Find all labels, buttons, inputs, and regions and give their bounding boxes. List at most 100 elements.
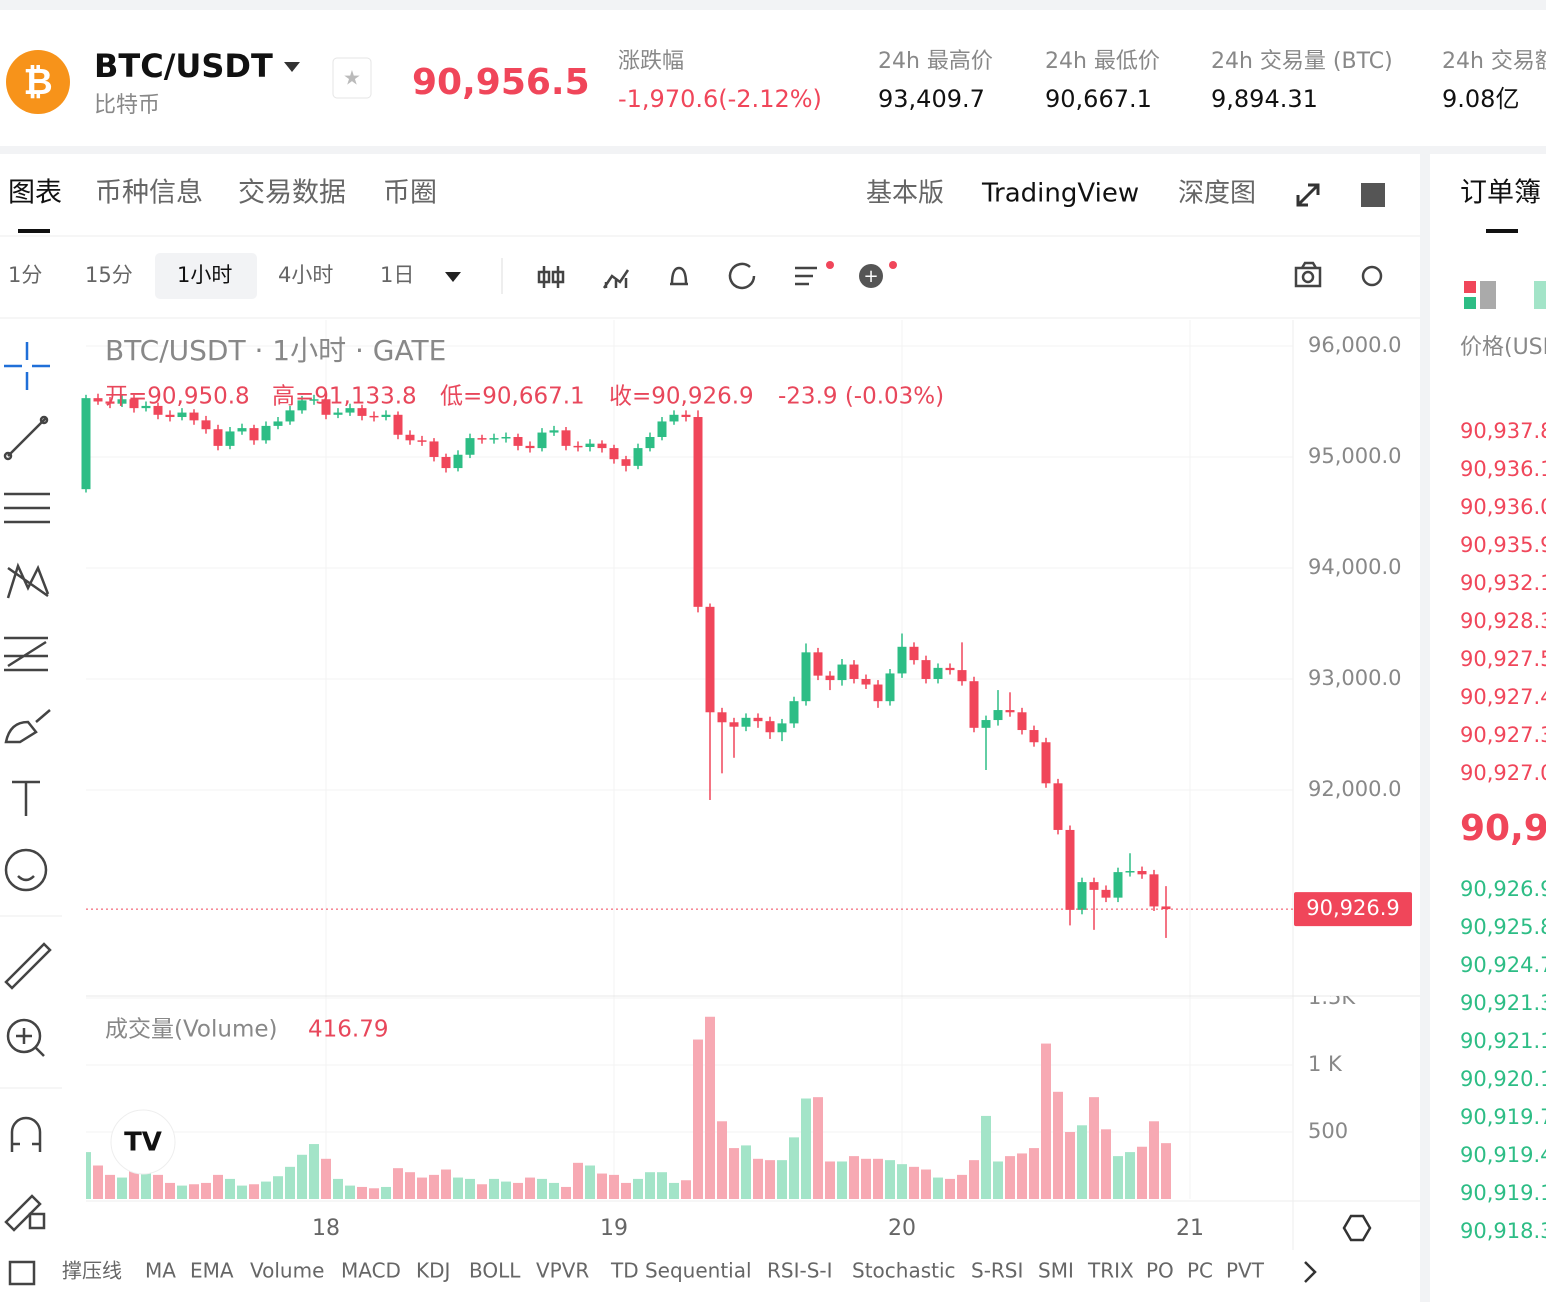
settings-icon[interactable] (1342, 1214, 1372, 1242)
candle-body (681, 414, 691, 418)
view[interactable]: TradingView (981, 179, 1139, 209)
ob-icon[interactable] (1480, 281, 1496, 309)
candle-body (1065, 829, 1075, 910)
interval[interactable]: 15分 (85, 263, 133, 287)
volume-bar (1137, 1146, 1147, 1199)
indicator[interactable]: SMI (1038, 1259, 1074, 1283)
volume-bar (1125, 1152, 1135, 1199)
volume-bar (537, 1178, 547, 1199)
chart: 92,000.0 93,000.0 94,000.0 95,000.0 96,000.0… (81, 320, 1420, 1250)
indicator[interactable]: KDJ (416, 1259, 450, 1283)
candle-body (1125, 871, 1135, 873)
ob-ask: 90,935.9 (1460, 533, 1546, 557)
tab[interactable]: 币种信息 (95, 178, 203, 209)
last-price: 90,956.5 (412, 62, 590, 103)
interval[interactable]: 1小时 (177, 263, 232, 287)
volume-bar (405, 1172, 415, 1199)
candle-body (477, 438, 487, 440)
indicator[interactable]: PO (1146, 1259, 1174, 1283)
candle-body (801, 652, 811, 702)
volume-bar (597, 1173, 607, 1199)
indicator[interactable]: MACD (341, 1259, 401, 1283)
layout-icon[interactable] (1361, 183, 1385, 207)
dropdown[interactable] (284, 62, 300, 72)
volume-bar (189, 1184, 199, 1199)
volume-bar (585, 1165, 595, 1199)
ob-bid: 90,919.4 (1460, 1143, 1546, 1167)
pair[interactable]: BTC/USDT (94, 47, 273, 85)
volume-bar (825, 1161, 835, 1199)
volume-bar (153, 1174, 163, 1199)
candle-body (1053, 783, 1063, 830)
ob-ask: 90,927.5 (1460, 647, 1546, 671)
indicator[interactable]: TRIX (1087, 1259, 1134, 1283)
view[interactable]: 基本版 (866, 179, 944, 209)
volume-bar (837, 1161, 847, 1199)
candle-body (249, 428, 259, 441)
y-tick-label: 93,000.0 (1308, 666, 1402, 690)
order-book: 订单簿 价格(USDT) 90,956.5 90,937.8 90,936.1 90… (1460, 178, 1546, 1243)
volume-bar (969, 1160, 979, 1199)
ob-title[interactable]: 订单簿 (1460, 178, 1541, 209)
volume-bar (873, 1158, 883, 1199)
indicator[interactable]: PC (1187, 1259, 1213, 1283)
x-tick-label: 21 (1176, 1216, 1204, 1241)
candle-body (129, 399, 139, 409)
view[interactable]: 深度图 (1178, 179, 1256, 209)
ob-icon[interactable] (1534, 281, 1546, 309)
indicator[interactable]: MA (145, 1259, 176, 1283)
candle-body (333, 412, 343, 415)
ob-icon[interactable] (1464, 297, 1476, 309)
indicator[interactable]: RSI-S-I (767, 1259, 833, 1283)
volume-bar (489, 1178, 499, 1199)
tab[interactable]: 图表 (8, 178, 62, 209)
volume-bar (345, 1185, 355, 1199)
indicator[interactable]: Volume (250, 1259, 324, 1283)
candle-body (585, 443, 595, 447)
ob-icon[interactable] (1464, 281, 1476, 293)
stat-value: 9.08亿 (1442, 85, 1519, 113)
candle-body (825, 675, 835, 681)
candle-body (261, 425, 271, 441)
x-tick-label: 18 (312, 1216, 340, 1241)
volume-bar (573, 1162, 583, 1199)
interval-active (155, 253, 257, 299)
candle-body (429, 441, 439, 457)
tab[interactable]: 币圈 (383, 178, 437, 209)
candle-body (105, 401, 115, 404)
indicator[interactable]: BOLL (469, 1259, 521, 1283)
volume-bar (741, 1145, 751, 1199)
candle-body (717, 712, 727, 723)
indicator[interactable]: VPVR (536, 1259, 589, 1283)
indicator[interactable]: 撑压线 (62, 1259, 122, 1283)
stat-label: 24h 最低价 (1045, 49, 1160, 74)
volume-bar (237, 1185, 247, 1199)
indicator[interactable]: PVT (1226, 1259, 1265, 1283)
ob-bid: 90,921.3 (1460, 991, 1546, 1015)
favorite[interactable] (332, 57, 372, 99)
next[interactable] (1304, 1261, 1317, 1283)
ob-ask: 90,927.0 (1460, 761, 1546, 785)
indicator[interactable]: EMA (190, 1259, 234, 1283)
interval[interactable]: 1日 (380, 263, 414, 287)
candle-body (849, 664, 859, 679)
toolbar-icons (537, 261, 1383, 290)
candle-body (453, 454, 463, 469)
candle-body (465, 438, 475, 455)
btc-icon (6, 50, 70, 114)
interval-dropdown[interactable] (445, 272, 461, 282)
volume-bar (213, 1174, 223, 1199)
volume-bar (501, 1181, 511, 1199)
interval[interactable]: 1分 (8, 263, 42, 287)
candle-body (201, 420, 211, 430)
volume-title: 成交量(Volume) (105, 1017, 278, 1043)
tab[interactable]: 交易数据 (238, 178, 346, 209)
indicator[interactable]: S-RSI (971, 1259, 1023, 1283)
indicator[interactable]: TD Sequential (610, 1259, 752, 1283)
interval[interactable]: 4小时 (278, 263, 333, 287)
volume-bar (1017, 1153, 1027, 1199)
volume-bar (789, 1137, 799, 1199)
indicator[interactable]: Stochastic (852, 1259, 956, 1283)
change: -1,970.6(-2.12%) (618, 85, 822, 113)
ohlc-legend: -23.9 (-0.03%) (778, 384, 944, 410)
